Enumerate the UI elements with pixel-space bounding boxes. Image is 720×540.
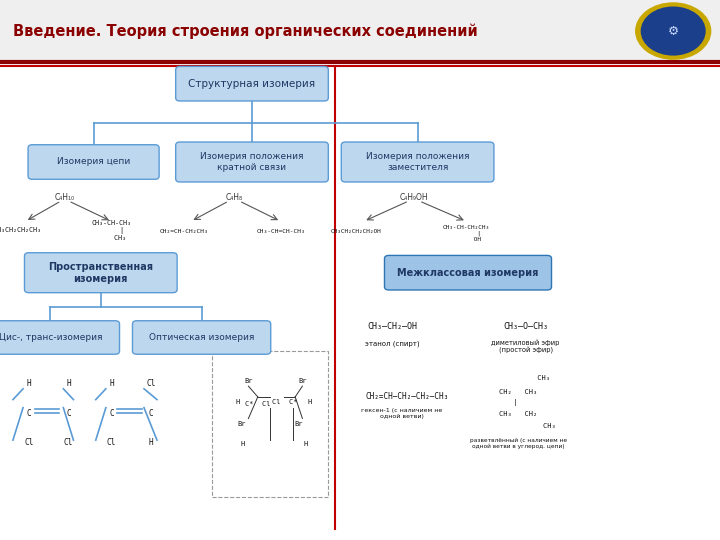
FancyBboxPatch shape — [176, 66, 328, 101]
Text: C₄H₁₀: C₄H₁₀ — [55, 193, 75, 201]
Bar — [0, 0, 720, 62]
Text: Cl: Cl — [64, 438, 73, 447]
Text: H: H — [27, 379, 31, 388]
Text: этанол (спирт): этанол (спирт) — [365, 341, 420, 347]
Text: Br: Br — [244, 377, 253, 384]
Text: CH₃–CH₂–OH: CH₃–CH₂–OH — [367, 322, 418, 331]
Text: C₄H₈: C₄H₈ — [225, 193, 243, 201]
Text: H: H — [240, 441, 245, 447]
Text: C: C — [27, 409, 31, 417]
Text: C: C — [66, 409, 71, 417]
Text: CH₃: CH₃ — [510, 422, 556, 429]
Text: Межклассовая изомерия: Межклассовая изомерия — [397, 268, 539, 278]
Text: H: H — [109, 379, 114, 388]
Text: Br: Br — [237, 421, 246, 427]
FancyBboxPatch shape — [24, 253, 177, 293]
Text: CH₃CH₂CH₂CH₂OH: CH₃CH₂CH₂CH₂OH — [331, 228, 382, 234]
Text: Br: Br — [298, 377, 307, 384]
Text: CH₃: CH₃ — [516, 375, 550, 381]
FancyBboxPatch shape — [132, 321, 271, 354]
Bar — [0, 62, 720, 540]
Text: C: C — [149, 409, 153, 417]
Bar — [212, 351, 328, 497]
Text: H: H — [66, 379, 71, 388]
Text: H: H — [149, 438, 153, 447]
Text: разветвлённый (с наличием не
одной ветви в углерод. цепи): разветвлённый (с наличием не одной ветви… — [470, 438, 567, 449]
Text: Введение. Теория строения органических соединений: Введение. Теория строения органических с… — [13, 23, 477, 39]
Text: C₄H₉OH: C₄H₉OH — [400, 193, 428, 201]
Text: диметиловый эфир
(простой эфир): диметиловый эфир (простой эфир) — [492, 339, 559, 354]
Text: Изомерия положения
кратной связи: Изомерия положения кратной связи — [200, 152, 304, 172]
Text: Цис-, транс-изомерия: Цис-, транс-изомерия — [0, 333, 102, 342]
Text: |: | — [505, 399, 518, 406]
Circle shape — [636, 3, 711, 59]
Text: CH₃   CH₂: CH₃ CH₂ — [499, 411, 538, 417]
Text: Cl: Cl — [24, 438, 33, 447]
Text: Cl: Cl — [107, 438, 116, 447]
Text: Cl  C*: Cl C* — [271, 399, 297, 406]
Text: H: H — [235, 399, 240, 406]
FancyBboxPatch shape — [0, 321, 120, 354]
Text: CH₂=CH-CH₂CH₃: CH₂=CH-CH₂CH₃ — [159, 228, 208, 234]
Text: CH₃-CH=CH-CH₃: CH₃-CH=CH-CH₃ — [256, 228, 305, 234]
Text: Изомерия положения
заместителя: Изомерия положения заместителя — [366, 152, 469, 172]
Text: ⚙: ⚙ — [667, 24, 679, 38]
Text: CH₂   CH₃: CH₂ CH₃ — [499, 388, 538, 395]
Text: C: C — [109, 409, 114, 417]
Circle shape — [642, 7, 705, 55]
Text: CH₂=CH–CH₂–CH₂–CH₃: CH₂=CH–CH₂–CH₂–CH₃ — [365, 393, 449, 401]
FancyBboxPatch shape — [341, 142, 494, 182]
Text: CH₃-CH-CH₃
     |
    CH₃: CH₃-CH-CH₃ | CH₃ — [91, 220, 132, 240]
FancyBboxPatch shape — [28, 145, 159, 179]
Text: Оптическая изомерия: Оптическая изомерия — [149, 333, 254, 342]
FancyBboxPatch shape — [384, 255, 552, 290]
Text: Cl: Cl — [147, 379, 156, 388]
Text: CH₃CH₂CH₂CH₃: CH₃CH₂CH₂CH₃ — [0, 227, 42, 233]
Text: Br: Br — [294, 421, 303, 427]
FancyBboxPatch shape — [176, 142, 328, 182]
Text: CH₃-CH-CH₂CH₃
       |
      OH: CH₃-CH-CH₂CH₃ | OH — [443, 225, 490, 242]
Text: гексен-1 (с наличием не
одной ветви): гексен-1 (с наличием не одной ветви) — [361, 408, 442, 418]
Text: CH₃–O–CH₃: CH₃–O–CH₃ — [503, 322, 548, 331]
Text: Пространственная
изомерия: Пространственная изомерия — [48, 261, 153, 284]
Text: H: H — [307, 399, 312, 406]
Text: H: H — [304, 441, 308, 447]
Text: Структурная изомерия: Структурная изомерия — [189, 79, 315, 89]
Text: C*  Cl: C* Cl — [245, 401, 271, 407]
Text: Изомерия цепи: Изомерия цепи — [57, 158, 130, 166]
